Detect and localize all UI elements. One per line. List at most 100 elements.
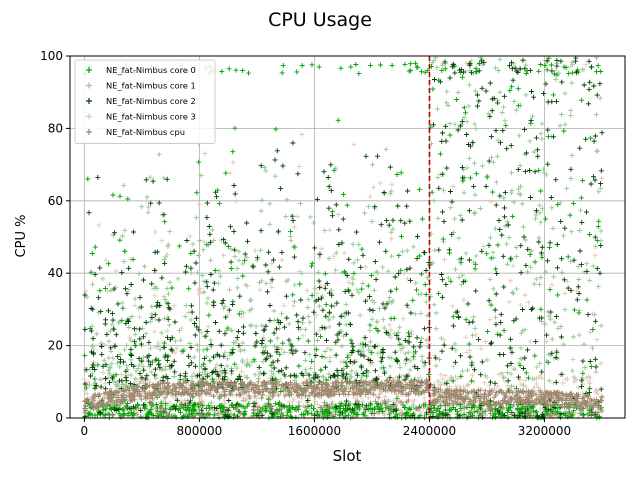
point-core-0 [484,174,490,180]
point-core-1 [365,204,371,210]
point-core-1 [508,190,514,196]
point-core-0 [587,385,593,391]
point-core-3 [449,378,455,384]
point-core-3 [319,246,324,252]
point-core-1 [538,130,544,136]
point-core-3 [438,372,444,378]
point-core-0 [356,71,362,77]
point-core-0 [555,409,561,415]
point-core-1 [199,398,205,404]
point-core-3 [239,368,245,374]
point-core-3 [296,164,302,170]
point-core-1 [521,224,526,230]
point-core-3 [167,400,173,406]
point-core-0 [110,412,116,418]
point-core-3 [292,224,298,230]
point-core-3 [538,406,544,412]
point-core-0 [472,404,478,410]
point-core-0 [167,407,173,412]
point-core-3 [461,297,467,303]
point-core-3 [450,363,456,369]
point-core-3 [113,268,119,274]
point-core-3 [382,408,388,413]
scatter-points [81,55,605,421]
point-core-1 [549,205,555,211]
point-core-3 [435,378,440,384]
point-core-0 [128,352,134,357]
point-core-1 [249,306,255,312]
point-core-1 [458,282,464,288]
point-core-3 [367,194,373,200]
point-core-3 [401,271,407,276]
point-core-0 [415,64,421,70]
point-core-3 [85,379,91,385]
point-core-1 [307,352,313,358]
point-core-3 [469,57,475,63]
point-core-3 [598,360,604,366]
point-core-1 [473,88,479,94]
point-core-3 [533,381,539,387]
point-core-1 [360,349,366,355]
point-core-1 [597,95,603,101]
point-core-1 [518,345,524,351]
point-core-3 [100,370,106,375]
point-core-3 [593,390,599,396]
point-core-1 [371,299,377,305]
point-core-1 [163,254,169,260]
point-core-3 [421,395,427,401]
point-core-3 [291,303,296,309]
point-core-3 [156,340,162,346]
point-core-3 [103,257,109,263]
point-core-1 [539,136,545,142]
point-core-1 [456,235,462,241]
point-core-1 [200,247,206,253]
point-core-1 [410,244,416,250]
point-core-1 [439,62,445,68]
point-core-3 [317,327,323,333]
point-core-0 [550,92,556,98]
point-core-1 [472,325,478,331]
point-core-1 [193,215,199,221]
point-core-3 [589,311,595,317]
point-core-1 [222,350,228,356]
point-core-3 [351,141,357,147]
point-core-3 [517,302,523,308]
point-core-0 [240,404,246,410]
point-core-0 [580,178,586,184]
point-core-0 [566,70,572,76]
point-core-0 [587,232,593,237]
point-core-3 [395,393,401,399]
point-core-3 [442,257,447,263]
point-core-1 [472,192,478,198]
point-core-0 [309,411,315,417]
point-core-3 [365,395,371,401]
point-core-3 [453,383,459,389]
point-core-0 [309,260,315,266]
point-core-1 [455,90,461,95]
point-core-3 [152,329,158,335]
point-core-0 [280,62,286,68]
point-core-3 [363,264,368,270]
point-core-0 [309,62,315,68]
point-core-1 [407,367,413,373]
point-core-1 [122,382,128,388]
point-core-1 [263,343,269,349]
point-core-0 [89,251,95,256]
point-core-1 [120,381,126,387]
point-core-1 [582,365,588,370]
legend: NE_fat-Nimbus core 0NE_fat-Nimbus core 1… [74,59,216,144]
point-core-0 [567,212,573,218]
point-core-1 [340,377,345,383]
point-core-3 [269,284,275,290]
point-core-1 [315,338,320,343]
point-core-1 [543,269,549,275]
point-core-1 [328,347,334,353]
point-core-1 [349,374,355,380]
point-core-1 [456,274,462,280]
point-core-3 [587,330,593,335]
point-core-1 [562,307,568,313]
point-core-1 [424,337,430,343]
point-core-1 [428,141,434,147]
point-core-1 [228,411,234,417]
point-core-1 [390,298,396,304]
